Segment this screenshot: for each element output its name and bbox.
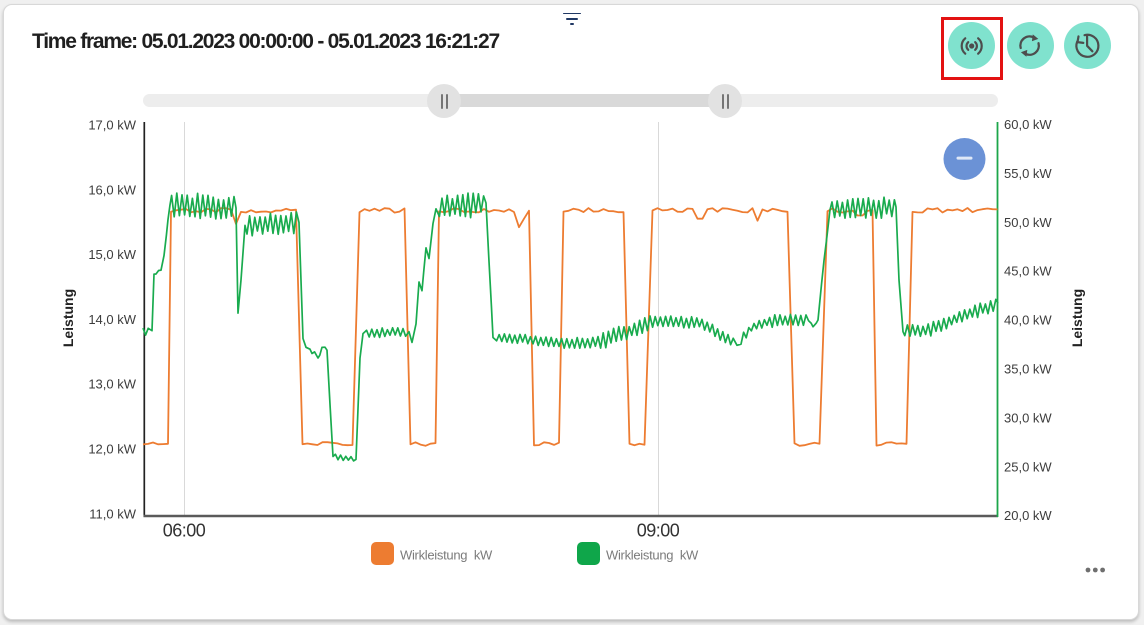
svg-text:06:00: 06:00 — [163, 521, 206, 541]
svg-text:Leistung: Leistung — [60, 289, 76, 347]
svg-text:12,0 kW: 12,0 kW — [88, 442, 136, 457]
svg-text:Wirkleistung kW: Wirkleistung kW — [400, 548, 493, 563]
svg-text:17,0 kW: 17,0 kW — [88, 118, 136, 133]
svg-text:15,0 kW: 15,0 kW — [88, 247, 136, 262]
svg-text:55,0 kW: 55,0 kW — [1004, 166, 1052, 181]
svg-text:11,0 kW: 11,0 kW — [89, 506, 136, 521]
svg-text:50,0 kW: 50,0 kW — [1004, 215, 1052, 230]
svg-text:45,0 kW: 45,0 kW — [1004, 264, 1052, 279]
svg-text:35,0 kW: 35,0 kW — [1004, 362, 1052, 377]
svg-text:60,0 kW: 60,0 kW — [1004, 117, 1052, 132]
svg-text:20,0 kW: 20,0 kW — [1004, 508, 1052, 523]
svg-text:14,0 kW: 14,0 kW — [88, 312, 136, 327]
svg-text:09:00: 09:00 — [637, 521, 680, 541]
svg-text:16,0 kW: 16,0 kW — [88, 182, 136, 197]
svg-text:30,0 kW: 30,0 kW — [1004, 410, 1052, 425]
svg-text:Leistung: Leistung — [1069, 289, 1085, 347]
svg-text:13,0 kW: 13,0 kW — [88, 377, 136, 392]
svg-text:25,0 kW: 25,0 kW — [1004, 459, 1052, 474]
svg-text:40,0 kW: 40,0 kW — [1004, 313, 1052, 328]
svg-text:Wirkleistung kW: Wirkleistung kW — [606, 548, 699, 563]
